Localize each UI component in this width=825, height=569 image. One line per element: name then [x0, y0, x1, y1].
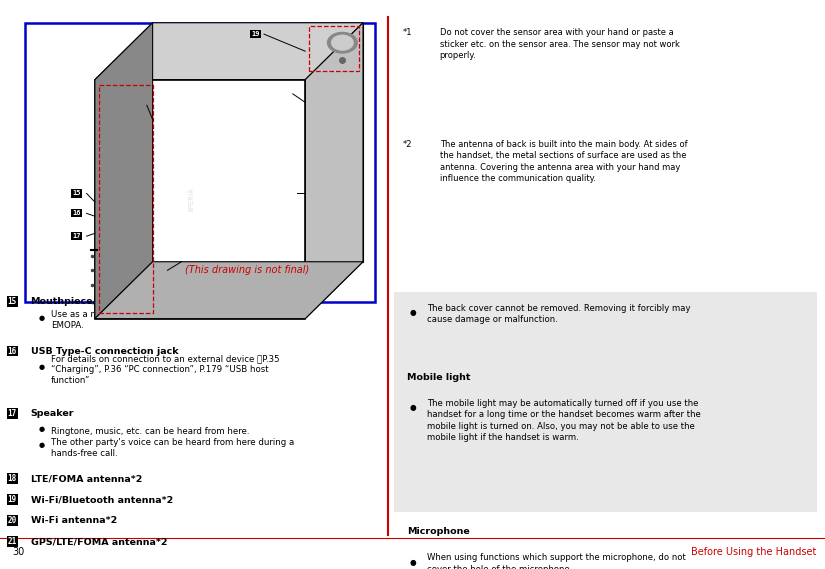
Bar — [99, 85, 153, 313]
Text: ●: ● — [409, 403, 416, 413]
Text: Mouthpiece/Microphone: Mouthpiece/Microphone — [31, 297, 159, 306]
Text: GPS/LTE/FOMA antenna*2: GPS/LTE/FOMA antenna*2 — [31, 537, 167, 546]
Text: (This drawing is not final): (This drawing is not final) — [186, 265, 309, 275]
Text: When using functions which support the microphone, do not
cover the hole of the : When using functions which support the m… — [427, 553, 686, 569]
Text: For details on connection to an external device ⩱P.35
“Charging”, P.36 “PC conne: For details on connection to an external… — [51, 354, 280, 385]
Text: 19: 19 — [7, 495, 17, 504]
Text: 15: 15 — [7, 297, 17, 306]
Text: 20: 20 — [7, 516, 17, 525]
Polygon shape — [95, 262, 363, 319]
Text: 17: 17 — [73, 233, 81, 239]
Polygon shape — [305, 23, 363, 319]
Text: ●: ● — [409, 558, 416, 567]
Text: *2: *2 — [403, 140, 412, 149]
Text: 21: 21 — [285, 191, 293, 196]
Text: Before Using the Handset: Before Using the Handset — [691, 547, 817, 557]
Text: Wi-Fi/Bluetooth antenna*2: Wi-Fi/Bluetooth antenna*2 — [31, 495, 172, 504]
Text: Use as a microphone when recording videos or talking to
EMOPA.: Use as a microphone when recording video… — [51, 310, 297, 331]
Text: 20: 20 — [155, 267, 163, 273]
Text: ●: ● — [38, 315, 45, 320]
Text: Ringtone, music, etc. can be heard from here.: Ringtone, music, etc. can be heard from … — [51, 427, 250, 436]
Text: 30: 30 — [12, 547, 25, 557]
Circle shape — [328, 32, 357, 53]
Text: The mobile light may be automatically turned off if you use the
handset for a lo: The mobile light may be automatically tu… — [427, 399, 701, 442]
Polygon shape — [95, 80, 305, 319]
Text: ●: ● — [38, 364, 45, 370]
Bar — [25, 23, 375, 302]
Text: Wi-Fi antenna*2: Wi-Fi antenna*2 — [31, 516, 117, 525]
Text: 18: 18 — [134, 102, 143, 108]
Text: Do not cover the sensor area with your hand or paste a
sticker etc. on the senso: Do not cover the sensor area with your h… — [440, 28, 680, 60]
Text: The other party's voice can be heard from here during a
hands-free call.: The other party's voice can be heard fro… — [51, 438, 295, 458]
Text: Speaker: Speaker — [31, 409, 74, 418]
Text: Mobile light: Mobile light — [407, 373, 470, 382]
Text: 17: 17 — [7, 409, 17, 418]
Text: XPERIA: XPERIA — [189, 187, 195, 212]
Text: ●: ● — [409, 308, 416, 318]
Text: ●: ● — [38, 426, 45, 432]
Text: 16: 16 — [73, 211, 81, 216]
Text: LTE/FOMA antenna*2: LTE/FOMA antenna*2 — [31, 474, 142, 483]
Polygon shape — [153, 23, 363, 262]
Text: The antenna of back is built into the main body. At sides of
the handset, the me: The antenna of back is built into the ma… — [440, 140, 687, 183]
Bar — [309, 26, 359, 71]
Circle shape — [332, 35, 353, 50]
Text: 18: 18 — [280, 91, 289, 97]
Text: USB Type-C connection jack: USB Type-C connection jack — [31, 347, 178, 356]
Text: The back cover cannot be removed. Removing it forcibly may
cause damage or malfu: The back cover cannot be removed. Removi… — [427, 304, 691, 324]
Text: Microphone: Microphone — [407, 527, 469, 537]
Polygon shape — [95, 23, 363, 80]
Bar — [394, 292, 817, 512]
Text: ●: ● — [38, 442, 45, 448]
Text: 19: 19 — [252, 31, 260, 37]
Text: *1: *1 — [403, 28, 412, 38]
Polygon shape — [95, 23, 153, 319]
Text: 21: 21 — [7, 537, 17, 546]
Text: 15: 15 — [73, 191, 81, 196]
Text: 16: 16 — [7, 347, 17, 356]
Text: 18: 18 — [7, 474, 17, 483]
